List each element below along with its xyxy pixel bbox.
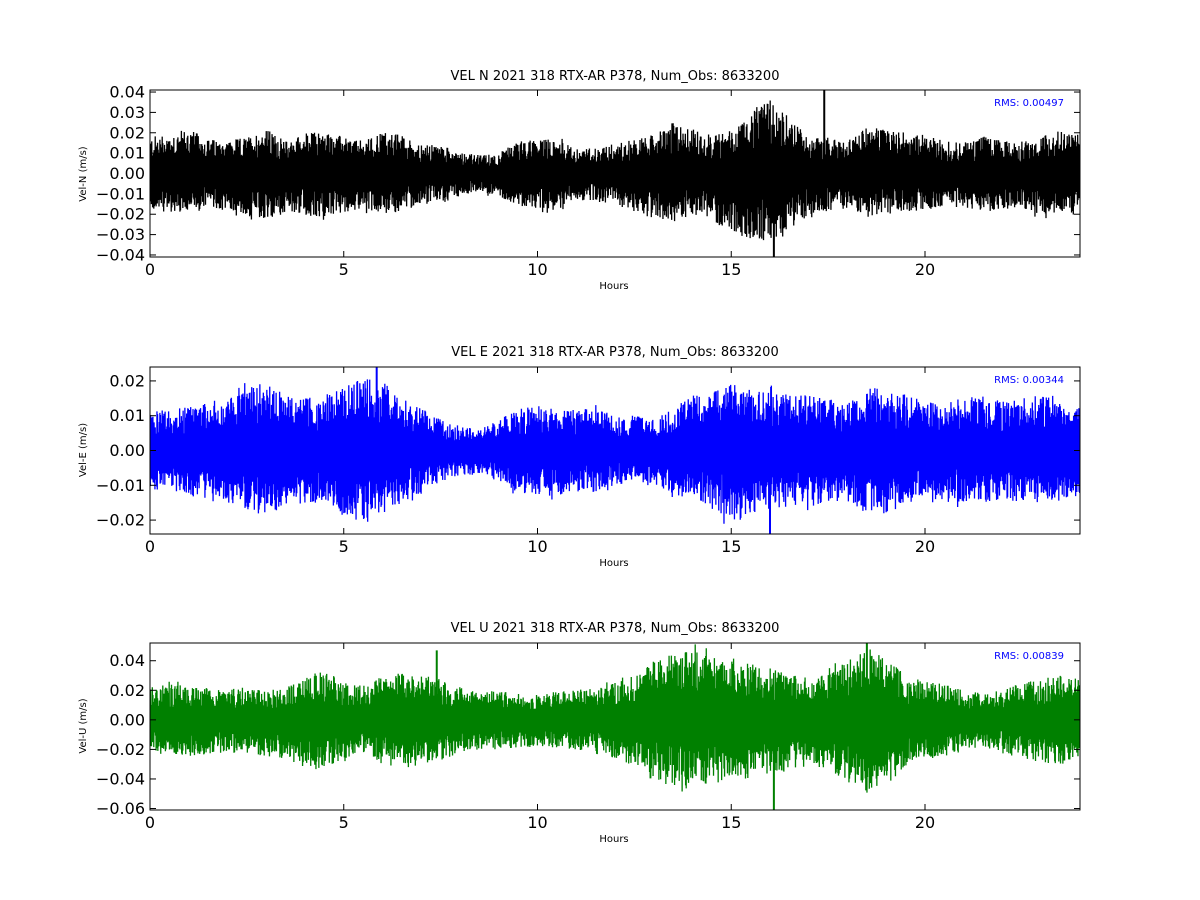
y-tick-label: −0.02 [96, 511, 145, 530]
panel-vel-n: VEL N 2021 318 RTX-AR P378, Num_Obs: 863… [78, 69, 1081, 292]
x-tick-label: 10 [527, 260, 547, 279]
y-tick-label: 0.04 [109, 651, 145, 670]
panel-vel-u: VEL U 2021 318 RTX-AR P378, Num_Obs: 863… [78, 621, 1081, 845]
x-axis-label: Hours [599, 281, 628, 292]
y-tick-label: 0.02 [109, 681, 145, 700]
x-axis-label: Hours [599, 834, 628, 845]
y-tick-label: −0.04 [96, 245, 145, 264]
x-tick-label: 10 [527, 537, 547, 556]
axes-frame [149, 642, 1081, 811]
y-tick-label: 0.00 [109, 441, 145, 460]
y-tick-label: 0.03 [109, 103, 145, 122]
rms-annotation: RMS: 0.00497 [994, 98, 1064, 109]
y-tick-label: −0.06 [96, 799, 145, 818]
panel-title: VEL N 2021 318 RTX-AR P378, Num_Obs: 863… [451, 69, 780, 84]
x-tick-label: 15 [721, 537, 741, 556]
y-tick-label: 0.00 [109, 710, 145, 729]
y-tick-label: −0.02 [96, 740, 145, 759]
rms-annotation: RMS: 0.00839 [994, 651, 1064, 662]
y-tick-label: −0.02 [96, 205, 145, 224]
x-tick-label: 0 [145, 813, 155, 832]
x-tick-label: 5 [339, 537, 349, 556]
x-tick-label: 10 [527, 813, 547, 832]
data-series-line [150, 100, 1080, 241]
x-tick-label: 20 [915, 813, 935, 832]
panel-title: VEL U 2021 318 RTX-AR P378, Num_Obs: 863… [451, 621, 780, 636]
data-series-line [150, 644, 1080, 793]
y-tick-label: 0.02 [109, 123, 145, 142]
plot-area: 0 5 10 15 20 0.04 0.02 0.00 −0.02 −0.04 −0.06 [96, 642, 1081, 832]
plot-area: 0 5 10 15 200.040.030.020.010.00−0.01−0.02−0… [96, 83, 1081, 279]
y-tick-label: −0.04 [96, 769, 145, 788]
y-axis-label: Vel-N (m/s) [78, 146, 89, 201]
y-tick-label: −0.01 [96, 476, 145, 495]
x-tick-label: 5 [339, 813, 349, 832]
y-tick-label: −0.01 [96, 184, 145, 203]
y-axis-label: Vel-E (m/s) [78, 423, 89, 477]
panel-title: VEL E 2021 318 RTX-AR P378, Num_Obs: 863… [451, 345, 778, 360]
x-tick-label: 5 [339, 260, 349, 279]
panel-vel-e: VEL E 2021 318 RTX-AR P378, Num_Obs: 863… [78, 345, 1081, 569]
x-tick-label: 0 [145, 260, 155, 279]
plot-area: 0 5 10 15 20 0.02 0.01 0.00 −0.01 −0.02 [96, 366, 1081, 556]
x-tick-label: 20 [915, 537, 935, 556]
y-tick-label: −0.03 [96, 225, 145, 244]
y-tick-label: 0.01 [109, 144, 145, 163]
y-tick-label: 0.02 [109, 371, 145, 390]
y-axis-label: Vel-U (m/s) [78, 698, 89, 753]
x-tick-label: 0 [145, 537, 155, 556]
y-tick-label: 0.04 [109, 83, 145, 102]
y-tick-label: 0.00 [109, 164, 145, 183]
y-tick-label: 0.01 [109, 406, 145, 425]
x-tick-label: 15 [721, 260, 741, 279]
x-axis-label: Hours [599, 558, 628, 569]
x-tick-label: 20 [915, 260, 935, 279]
rms-annotation: RMS: 0.00344 [994, 375, 1064, 386]
data-series-line [150, 379, 1080, 524]
x-tick-label: 15 [721, 813, 741, 832]
